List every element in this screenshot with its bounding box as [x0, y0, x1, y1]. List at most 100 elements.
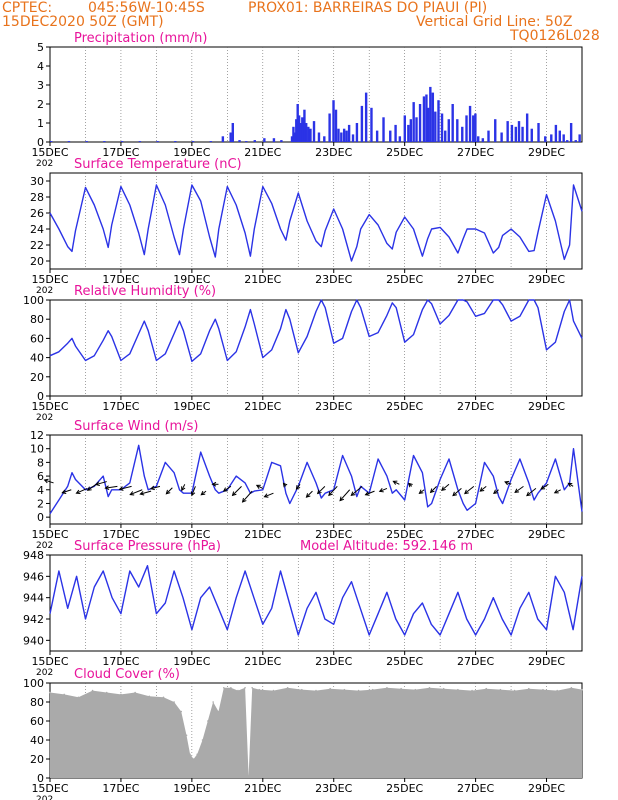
cloud-point	[315, 689, 317, 692]
precip-bar	[444, 130, 447, 142]
precip-bar	[412, 102, 415, 142]
precip-bar	[231, 123, 234, 142]
cloud-point	[63, 693, 65, 696]
x-tick-label: 17DEC	[102, 528, 139, 541]
x-tick-label: 25DEC	[386, 655, 423, 668]
cloud-point	[272, 689, 275, 692]
wind-arrow-head	[211, 481, 217, 487]
y-tick-label: 20	[30, 753, 44, 766]
x-tick-label: 25DEC	[386, 273, 423, 286]
precip-bar	[307, 126, 310, 142]
y-tick-label: 4	[37, 60, 44, 73]
precip-bar	[221, 136, 225, 142]
cloud-point	[189, 753, 191, 756]
cloud-point	[120, 693, 122, 696]
precip-bar	[293, 132, 296, 142]
precip-bar	[355, 123, 359, 142]
precip-bar	[309, 128, 312, 142]
cloud-point	[386, 686, 388, 689]
cloud-point	[485, 687, 488, 690]
y-tick-label: 80	[30, 313, 44, 326]
precip-bar	[510, 124, 514, 142]
wind-arrow	[130, 489, 143, 496]
wind-arrow-head	[255, 484, 261, 489]
precip-bar	[566, 140, 569, 142]
x-tick-label: 27DEC	[457, 655, 494, 668]
precip-bar	[514, 126, 518, 142]
precip-bar	[578, 134, 581, 142]
wind-arrow-head	[118, 486, 124, 491]
precip-bar	[425, 94, 428, 142]
precip-bar	[280, 140, 283, 142]
precip-bar	[550, 134, 553, 142]
cloud-point	[230, 686, 232, 689]
wind-arrow-head	[190, 491, 196, 497]
x-tick-label: 15DEC	[31, 146, 68, 159]
precip-bar	[245, 141, 248, 142]
x-year-stub: 202	[36, 159, 53, 169]
x-tick-label: 15DEC	[31, 782, 68, 795]
precip-bar	[312, 121, 316, 142]
precip-bar	[506, 121, 509, 142]
precip-bar	[574, 140, 577, 142]
precip-bar	[263, 138, 266, 142]
x-tick-label: 27DEC	[457, 782, 494, 795]
precip-bar	[537, 123, 540, 142]
wind-arrow-head	[408, 482, 413, 488]
wind-arrow	[365, 490, 375, 496]
y-tick-label: 12	[30, 429, 44, 442]
x-tick-label: 17DEC	[102, 146, 139, 159]
x-tick-label: 17DEC	[102, 655, 139, 668]
x-tick-label: 23DEC	[315, 782, 352, 795]
wind-arrow-head	[479, 487, 485, 492]
precip-bar	[296, 104, 299, 142]
y-tick-label: 4	[37, 484, 44, 497]
y-tick-label: 1	[37, 117, 44, 130]
x-tick-label: 19DEC	[173, 655, 210, 668]
wind-arrow	[232, 485, 242, 496]
x-tick-label: 27DEC	[457, 528, 494, 541]
precip-bar	[67, 141, 71, 142]
panel-annotation: Model Altitude: 592.146 m	[300, 539, 473, 554]
y-tick-label: 3	[37, 79, 44, 92]
wind-arrow-head	[540, 485, 546, 490]
center-label: CPTEC:	[2, 0, 53, 16]
x-tick-label: 27DEC	[457, 400, 494, 413]
wind-arrow	[242, 490, 253, 503]
x-tick-label: 23DEC	[315, 655, 352, 668]
y-tick-label: 40	[30, 352, 44, 365]
precip-bar	[328, 113, 331, 142]
wind-arrow-head	[61, 489, 67, 494]
wind-arrow-head	[392, 480, 398, 485]
precip-bar	[427, 107, 430, 142]
precip-bar	[437, 100, 440, 142]
x-tick-label: 23DEC	[315, 146, 352, 159]
panel-frame	[49, 434, 583, 525]
precip-bar	[156, 141, 159, 142]
y-tick-label: 946	[23, 570, 44, 583]
wind-arrow-head	[149, 485, 155, 491]
x-tick-label: 21DEC	[244, 146, 281, 159]
wind-arrow	[339, 489, 351, 501]
precip-bar	[342, 128, 346, 142]
precip-bar	[174, 141, 177, 142]
cloud-point	[134, 691, 136, 694]
wind-arrow-head	[86, 486, 92, 491]
cloud-point	[251, 686, 253, 689]
grid-line-note: Vertical Grid Line: 50Z	[416, 14, 573, 30]
precip-bar	[389, 130, 392, 142]
x-year-stub: 202	[36, 668, 53, 678]
wind-arrow-head	[418, 489, 424, 494]
cloud-point	[77, 696, 80, 699]
x-tick-label: 19DEC	[173, 528, 210, 541]
wind-arrow-head	[364, 491, 370, 496]
wind-arrow	[554, 489, 561, 494]
cloud-point	[371, 688, 374, 691]
precip-bar	[468, 105, 472, 142]
cloud-point	[428, 686, 431, 689]
y-tick-label: 6	[37, 470, 44, 483]
precip-bar	[440, 113, 444, 142]
y-tick-label: 60	[30, 715, 44, 728]
wind-arrow	[76, 487, 88, 494]
